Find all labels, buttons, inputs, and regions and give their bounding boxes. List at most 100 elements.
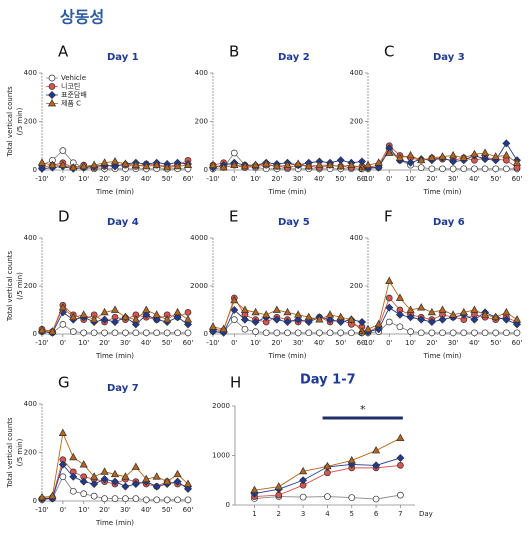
marker [131, 160, 140, 168]
y-axis-label: Total vertical counts [6, 86, 14, 158]
marker [219, 163, 228, 171]
marker [294, 310, 303, 318]
marker [397, 462, 404, 469]
x-tick-label: 40' [141, 175, 152, 183]
y-tick-label: 400 [195, 69, 208, 77]
marker [48, 327, 57, 335]
y-axis-label: Total vertical counts [6, 251, 14, 323]
marker [142, 329, 150, 337]
marker [503, 165, 510, 173]
marker [209, 327, 217, 336]
marker [152, 315, 161, 324]
marker [347, 160, 356, 168]
marker [315, 315, 324, 323]
y-tick-label: 2000 [190, 282, 208, 290]
marker [142, 161, 151, 170]
marker [480, 148, 490, 156]
marker [173, 469, 182, 478]
marker [251, 160, 260, 168]
x-tick-label: 1 [252, 510, 256, 518]
marker [152, 482, 161, 491]
marker [142, 305, 151, 313]
x-tick-label: 50' [162, 339, 173, 347]
marker [395, 293, 405, 301]
y-tick-label: 0 [359, 166, 363, 174]
marker [122, 329, 129, 337]
panel-letter: D [58, 208, 70, 226]
panel-title: Day 4 [107, 217, 139, 228]
y-tick-label: 0 [226, 501, 230, 509]
marker [272, 305, 281, 313]
panel-title: Day 6 [433, 217, 465, 228]
panel-title: Day 3 [433, 52, 465, 63]
marker [230, 316, 238, 323]
marker [406, 313, 415, 322]
x-axis-label: Time (min) [422, 188, 461, 196]
marker [58, 303, 67, 311]
marker [101, 329, 108, 337]
x-tick-label: 3 [301, 510, 305, 518]
marker [58, 460, 67, 469]
marker [262, 329, 270, 337]
x-tick-label: -10' [35, 175, 48, 183]
panel-title: Day 1-7 [300, 373, 356, 388]
marker [90, 480, 99, 489]
x-tick-label: 30' [120, 175, 131, 183]
marker [219, 324, 228, 333]
marker [163, 477, 172, 485]
panel-letter: B [229, 43, 239, 61]
marker [48, 74, 56, 82]
y-axis-label: (/5 min) [16, 272, 24, 300]
marker [325, 310, 335, 318]
marker [184, 320, 192, 329]
marker [37, 158, 47, 166]
marker [174, 496, 181, 504]
x-tick-label: 0' [386, 339, 392, 347]
marker [131, 480, 140, 489]
marker [58, 428, 67, 436]
marker [173, 161, 182, 170]
marker [304, 312, 313, 321]
marker [173, 307, 182, 316]
x-axis-label: Day [419, 510, 433, 518]
marker [274, 482, 283, 490]
marker [470, 305, 479, 313]
marker [357, 327, 367, 335]
marker [283, 318, 292, 326]
marker [173, 477, 182, 486]
marker [336, 312, 345, 321]
x-tick-label: 40' [141, 506, 152, 514]
marker [438, 315, 447, 324]
panel-title: Day 5 [278, 217, 310, 228]
marker [459, 307, 468, 316]
y-tick-label: 0 [33, 330, 37, 338]
marker [438, 305, 447, 313]
marker [324, 493, 331, 500]
marker [304, 161, 313, 170]
legend-label: 니코틴 [61, 82, 80, 91]
marker [262, 159, 271, 167]
marker [79, 310, 88, 318]
y-tick-label: 400 [350, 234, 363, 242]
x-axis-label: Time (min) [95, 352, 134, 360]
marker [491, 152, 500, 160]
marker [299, 466, 308, 475]
x-tick-label: 60' [183, 175, 194, 183]
marker [100, 158, 109, 166]
x-tick-label: 60' [357, 175, 368, 183]
marker [449, 310, 458, 318]
marker [385, 318, 393, 326]
legend-label: 제품 C [61, 100, 81, 108]
marker [110, 469, 120, 478]
marker [100, 475, 109, 484]
x-tick-label: 6 [374, 510, 379, 518]
marker [142, 474, 151, 483]
x-tick-label: 20' [99, 506, 110, 514]
marker [460, 165, 468, 173]
marker [459, 153, 468, 161]
marker [336, 161, 345, 170]
marker [502, 307, 511, 316]
legend-label: 표준담배 [61, 90, 87, 99]
x-tick-label: 0' [231, 339, 237, 347]
